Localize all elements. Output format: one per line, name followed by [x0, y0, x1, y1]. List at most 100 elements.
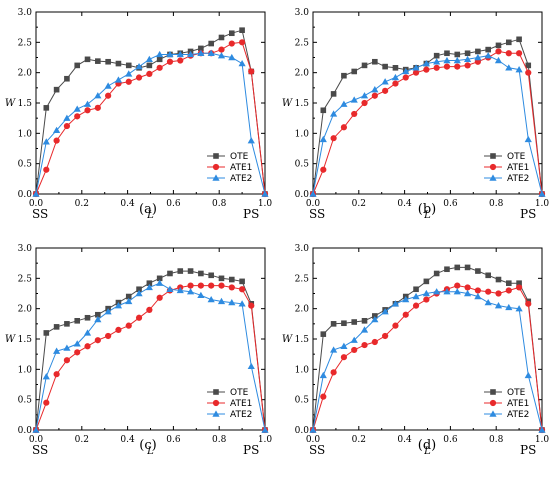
data-point-ate2	[524, 135, 532, 143]
data-point-ate2	[145, 283, 153, 291]
data-point-ote	[485, 46, 491, 53]
data-point-ote	[433, 52, 440, 59]
data-point-ote	[84, 314, 91, 321]
data-point-ate2	[42, 373, 50, 380]
data-point-ate2	[494, 302, 503, 309]
data-point-ate2	[319, 135, 327, 143]
data-point-ate1	[43, 399, 50, 406]
data-point-ote	[485, 272, 491, 279]
y-tick-label: 1.0	[18, 129, 33, 139]
data-point-ote	[208, 272, 214, 279]
legend-marker	[213, 389, 219, 395]
legend-marker	[490, 389, 496, 395]
data-point-ate1	[63, 357, 71, 364]
data-point-ote	[239, 27, 245, 33]
data-point-ate2	[391, 300, 400, 307]
data-point-ate2	[350, 336, 358, 343]
data-point-ate2	[32, 190, 40, 197]
data-point-ate1	[187, 282, 194, 289]
data-point-ate1	[525, 69, 532, 76]
y-tick-label: 2.0	[18, 69, 33, 79]
data-point-ate2	[207, 49, 215, 56]
panel-label: (b)	[418, 202, 436, 217]
data-point-ote	[382, 63, 388, 70]
x-tick-label: 0.0	[29, 199, 44, 209]
data-point-ote	[156, 56, 163, 63]
data-point-ote	[64, 321, 70, 327]
data-point-ate1	[392, 80, 399, 87]
data-point-ate1	[443, 63, 451, 70]
data-point-ote	[495, 42, 502, 49]
legend-label: OTE	[507, 388, 526, 398]
data-point-ate2	[412, 292, 420, 300]
data-point-ate2	[319, 371, 327, 379]
x-tick-label: 0.2	[352, 199, 366, 209]
data-point-ote	[53, 324, 60, 330]
x-tick-label: 0.2	[352, 435, 366, 445]
series-ate1	[309, 48, 546, 198]
legend-label: OTE	[230, 152, 249, 162]
data-point-ote	[95, 311, 101, 318]
legend-marker	[212, 399, 220, 407]
data-point-ote	[433, 270, 440, 277]
data-point-ate1	[105, 332, 112, 340]
data-point-ate1	[156, 294, 163, 301]
legend-marker	[212, 410, 220, 417]
data-point-ate2	[433, 58, 441, 65]
data-point-ate2	[443, 56, 451, 64]
data-point-ote	[516, 36, 522, 43]
data-point-ate2	[176, 286, 184, 294]
data-point-ate1	[94, 337, 101, 344]
series-ate2	[32, 49, 269, 197]
legend-label: ATE1	[230, 163, 252, 173]
data-point-ote	[361, 62, 368, 69]
data-point-ote	[475, 48, 481, 55]
x-tick-label: 1.0	[535, 435, 550, 445]
x-tick-label: 1.0	[258, 435, 273, 445]
data-point-ate1	[84, 343, 91, 350]
data-point-ate2	[381, 78, 389, 85]
data-point-ate1	[166, 58, 174, 65]
data-point-ate2	[309, 190, 317, 197]
data-point-ate2	[412, 64, 420, 71]
data-point-ate2	[247, 137, 255, 144]
data-point-ate2	[350, 96, 358, 103]
y-tick-label: 0.0	[295, 426, 310, 436]
legend-marker	[490, 153, 496, 159]
data-point-ate1	[402, 311, 409, 318]
data-point-ate2	[94, 92, 102, 99]
data-point-ate1	[525, 300, 532, 307]
x-tick-label: 1.0	[258, 199, 273, 209]
y-tick-label: 0.5	[18, 396, 33, 406]
data-point-ate1	[74, 349, 81, 356]
data-point-ate2	[474, 53, 482, 61]
data-point-ate2	[186, 50, 195, 58]
ps-label: PS	[243, 443, 259, 457]
data-point-ate1	[516, 50, 523, 57]
legend-marker	[489, 399, 497, 407]
data-point-ate2	[166, 50, 174, 58]
data-point-ate2	[145, 55, 153, 63]
x-tick-label: 1.0	[535, 199, 550, 209]
data-point-ote	[330, 321, 337, 327]
data-point-ate1	[454, 282, 461, 289]
data-point-ate1	[361, 341, 368, 349]
data-point-ate1	[125, 78, 132, 85]
data-point-ate2	[330, 346, 338, 353]
data-point-ate2	[53, 347, 61, 354]
data-point-ote	[125, 293, 132, 300]
data-point-ate1	[146, 70, 153, 77]
data-point-ate1	[156, 64, 163, 71]
data-point-ate2	[83, 329, 92, 336]
data-point-ate1	[464, 284, 471, 291]
legend-label: ATE2	[230, 174, 252, 184]
data-point-ate1	[94, 104, 101, 111]
data-point-ate1	[135, 314, 143, 321]
data-point-ote	[146, 62, 153, 69]
data-point-ate1	[177, 57, 184, 64]
data-point-ate2	[63, 114, 71, 121]
data-point-ote	[372, 313, 378, 319]
data-point-ate2	[228, 53, 236, 61]
data-point-ate1	[495, 290, 502, 297]
